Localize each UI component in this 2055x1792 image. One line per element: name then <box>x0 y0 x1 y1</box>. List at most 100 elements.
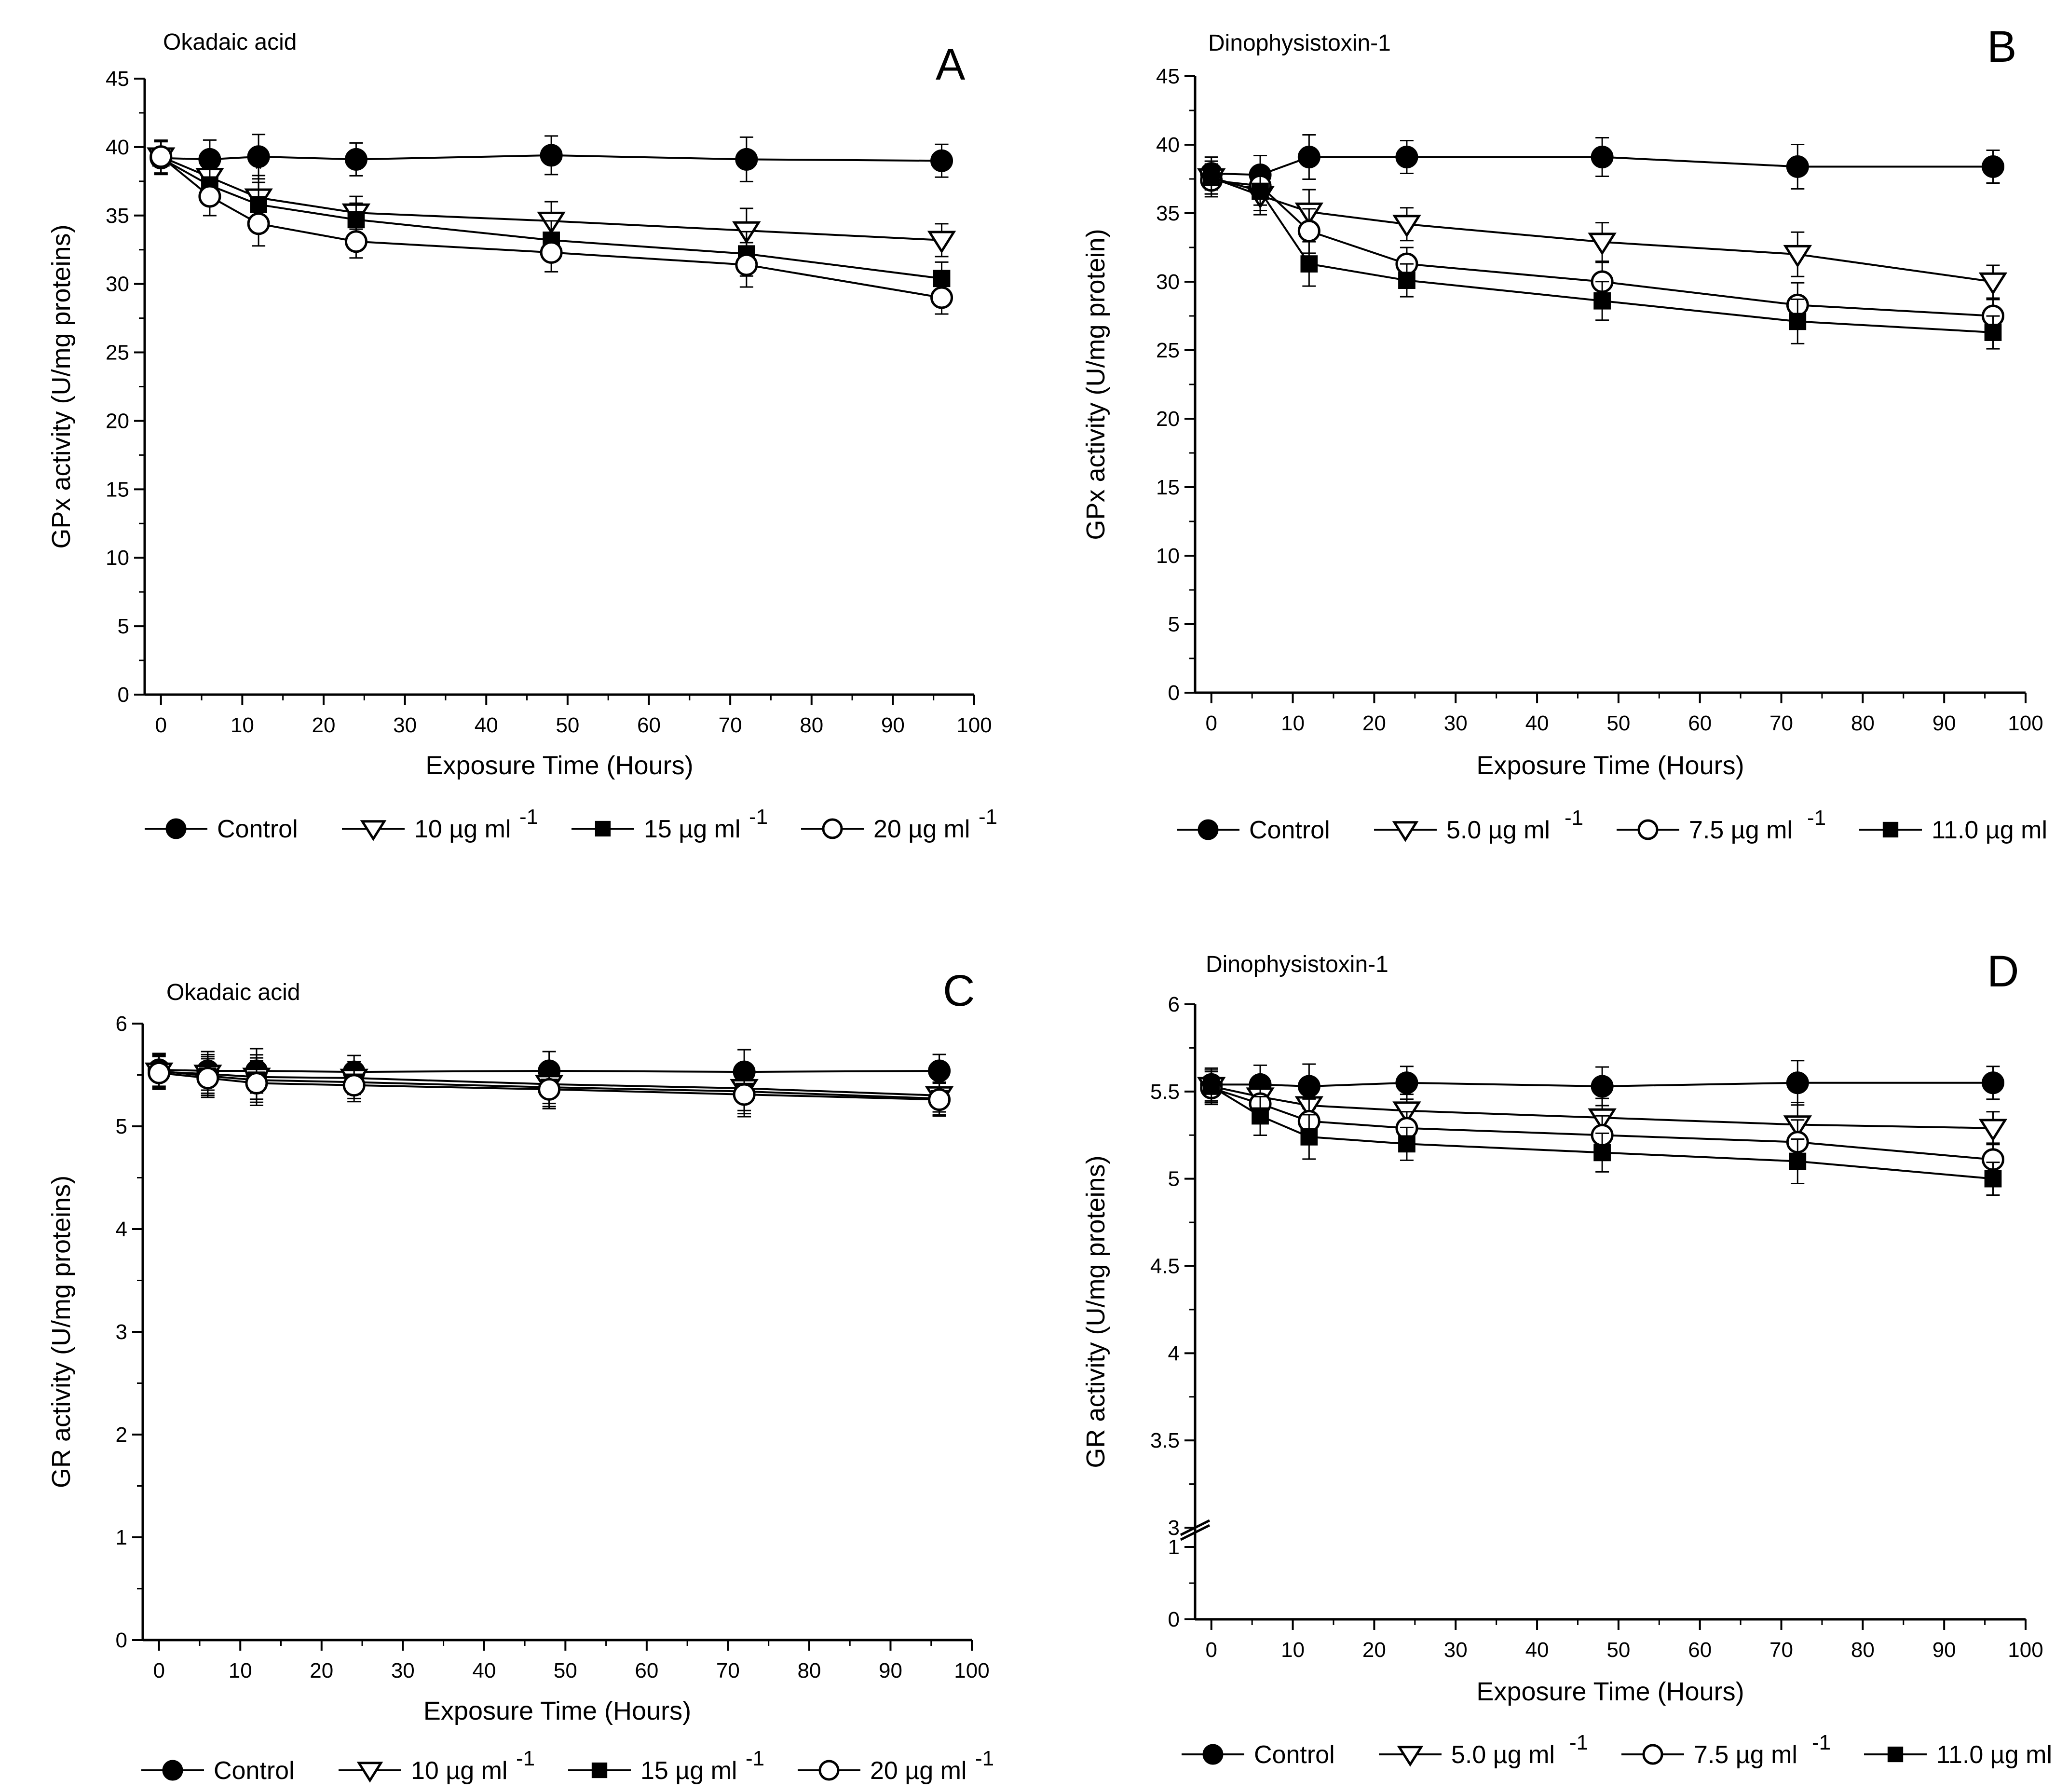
data-point <box>1300 255 1318 273</box>
legend-entry: 5.0 µg ml -1 <box>1379 1731 1588 1769</box>
data-point <box>1783 245 1812 268</box>
significance-asterisk: * <box>1402 1070 1411 1094</box>
y-tick-label: 35 <box>106 204 129 228</box>
legend-marker <box>1887 1746 1904 1763</box>
data-point <box>538 1078 561 1101</box>
x-tick-label: 0 <box>1206 711 1217 735</box>
x-tick-label: 40 <box>1525 1638 1549 1662</box>
x-tick-label: 30 <box>393 713 417 737</box>
legend-marker <box>818 1760 840 1781</box>
x-tick-label: 60 <box>637 713 661 737</box>
legend-marker <box>1198 819 1219 840</box>
data-point <box>196 1067 219 1090</box>
data-point <box>540 144 563 167</box>
x-tick-label: 60 <box>635 1659 658 1683</box>
x-tick-label: 50 <box>1606 1638 1630 1662</box>
x-tick-label: 90 <box>1933 711 1956 735</box>
legend-entry: 20 µg ml -1 <box>798 1747 994 1785</box>
legend-label: 10 µg ml <box>414 815 511 843</box>
data-point <box>1786 1071 1809 1094</box>
y-tick-label: 40 <box>106 136 129 159</box>
y-tick-label: 5 <box>116 1115 127 1138</box>
legend-label: Control <box>217 815 298 843</box>
data-point <box>1984 1170 2002 1188</box>
y-tick-label: 30 <box>1156 270 1180 294</box>
y-tick-label: 25 <box>1156 339 1180 362</box>
legend-superscript: -1 <box>746 1747 764 1770</box>
legend-marker <box>595 821 611 837</box>
data-point <box>148 1061 171 1084</box>
data-point <box>1593 1144 1611 1162</box>
x-axis-label: Exposure Time (Hours) <box>423 1696 691 1725</box>
legend-marker <box>1882 821 1899 838</box>
legend-entry: 10 µg ml -1 <box>339 1747 535 1785</box>
y-tick-label: 20 <box>1156 407 1180 431</box>
data-point <box>1984 324 2002 341</box>
legend-marker <box>360 820 387 841</box>
y-tick-label: 2 <box>116 1423 127 1447</box>
legend-entry: 7.5 µg ml -1 <box>1621 1731 1831 1769</box>
legend-entry: 11.0 µg ml-1 <box>1859 816 2047 844</box>
legend-entry: 5.0 µg ml -1 <box>1374 806 1583 844</box>
data-point <box>928 1059 951 1082</box>
data-point <box>930 286 953 309</box>
chart-title: Okadaic acid <box>166 980 300 1005</box>
y-tick-label: 1 <box>116 1526 127 1549</box>
legend-entry: Control <box>1177 816 1330 844</box>
data-point <box>247 212 270 235</box>
y-tick-label: 0 <box>1168 681 1180 705</box>
chart-title: Okadaic acid <box>163 29 297 55</box>
x-tick-label: 100 <box>2008 711 2043 735</box>
data-point <box>1981 155 2004 178</box>
data-point <box>1789 313 1807 330</box>
data-point <box>344 230 367 253</box>
legend-entry: 20 µg ml -1 <box>801 805 997 843</box>
y-tick-label: 10 <box>1156 544 1180 568</box>
x-tick-label: 20 <box>1362 1638 1386 1662</box>
data-point <box>1398 1135 1415 1153</box>
data-point <box>1202 1078 1220 1095</box>
y-tick-label: 40 <box>1156 133 1180 157</box>
x-tick-label: 70 <box>716 1659 740 1683</box>
y-tick-label: 15 <box>106 478 129 501</box>
legend-superscript: -1 <box>1812 1731 1831 1754</box>
chart-title: Dinophysistoxin-1 <box>1208 30 1391 56</box>
data-point <box>1392 215 1421 238</box>
data-point <box>1978 1119 2008 1142</box>
y-tick-label: 3.5 <box>1150 1429 1180 1452</box>
y-tick-label: 4 <box>1168 1341 1180 1365</box>
legend-label: 11.0 µg ml <box>1932 816 2047 844</box>
x-tick-label: 90 <box>1933 1638 1956 1662</box>
legend-marker <box>591 1762 608 1778</box>
legend-entry: 15 µg ml -1 <box>568 1747 764 1785</box>
x-axis-label: Exposure Time (Hours) <box>1476 1677 1744 1706</box>
legend-label: 20 µg ml <box>870 1757 966 1785</box>
legend-superscript: -1 <box>1807 806 1826 830</box>
legend-marker <box>1642 1744 1663 1765</box>
x-tick-label: 100 <box>956 713 992 737</box>
data-point <box>1297 146 1320 169</box>
legend-label: 15 µg ml <box>644 815 740 843</box>
legend-label: 20 µg ml <box>873 815 970 843</box>
legend-marker <box>1637 819 1659 840</box>
data-point <box>1981 1071 2004 1094</box>
data-point <box>1588 233 1617 256</box>
data-point <box>1789 1152 1807 1170</box>
data-point <box>1398 272 1415 289</box>
x-axis-label: Exposure Time (Hours) <box>425 751 693 780</box>
legend-marker <box>165 818 187 839</box>
legend-superscript: -1 <box>1569 1731 1588 1754</box>
legend-superscript: -1 <box>516 1747 535 1770</box>
y-axis-label: GPx activity (U/mg proteins) <box>47 224 76 548</box>
legend-marker <box>162 1760 183 1781</box>
y-tick-label: 4.5 <box>1150 1255 1180 1278</box>
x-tick-label: 80 <box>1851 711 1875 735</box>
legend-marker <box>1397 1746 1424 1767</box>
data-point <box>733 1083 756 1106</box>
x-tick-label: 40 <box>1525 711 1549 735</box>
x-tick-label: 50 <box>1606 711 1630 735</box>
legend-label: Control <box>214 1757 295 1785</box>
legend-marker <box>822 818 843 839</box>
